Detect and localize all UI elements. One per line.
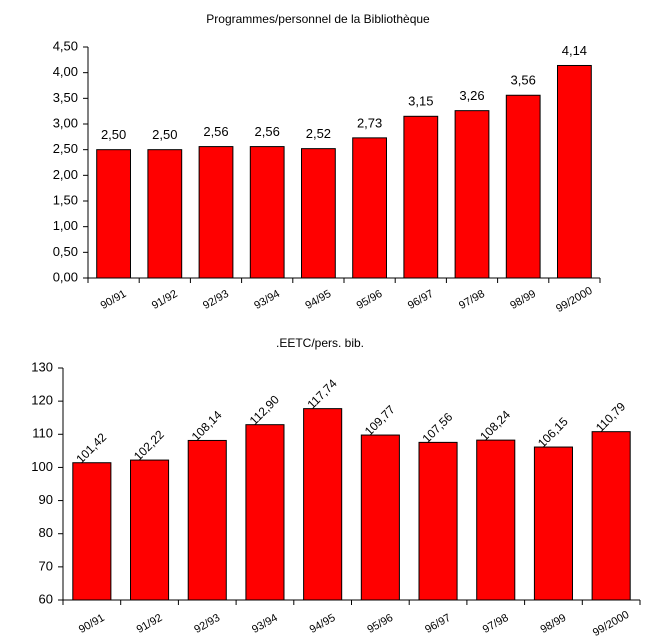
data-label: 117,74 xyxy=(304,376,339,411)
data-label: 2,50 xyxy=(152,127,177,142)
x-tick-label: 99/2000 xyxy=(591,609,631,639)
bar xyxy=(245,424,285,601)
data-label: 101,42 xyxy=(73,430,109,466)
y-tick-label: 2,50 xyxy=(53,141,78,156)
y-tick-label: 0,50 xyxy=(53,244,78,259)
y-tick-label: 1,00 xyxy=(53,218,78,233)
chart-title: Programmes/personnel de la Bibliothèque xyxy=(206,12,430,26)
x-tick-label: 92/93 xyxy=(201,288,231,312)
x-tick-label: 96/97 xyxy=(406,288,436,312)
bar xyxy=(147,149,183,279)
bar xyxy=(352,137,387,279)
bar xyxy=(96,149,131,279)
data-label: 109,77 xyxy=(362,402,398,438)
data-label: 108,24 xyxy=(477,407,513,443)
y-tick-label: 100 xyxy=(31,459,53,474)
bar xyxy=(557,64,592,279)
x-tick-label: 91/92 xyxy=(150,288,180,312)
data-label: 102,22 xyxy=(131,427,167,463)
x-tick-label: 94/95 xyxy=(303,288,333,312)
data-label: 106,15 xyxy=(535,414,571,450)
data-label: 107,56 xyxy=(420,410,456,446)
bar xyxy=(454,110,490,279)
x-tick-label: 99/2000 xyxy=(554,285,594,315)
x-tick-label: 97/98 xyxy=(457,288,487,312)
bar xyxy=(418,441,458,601)
x-tick-label: 95/96 xyxy=(365,612,395,636)
x-tick-label: 90/91 xyxy=(77,612,107,636)
y-tick-label: 0,00 xyxy=(53,269,78,284)
y-tick-label: 80 xyxy=(39,525,53,540)
y-tick-label: 4,00 xyxy=(53,64,78,79)
data-label: 2,56 xyxy=(255,124,280,139)
y-tick-label: 4,50 xyxy=(53,38,78,53)
y-tick-label: 2,00 xyxy=(53,167,78,182)
bar xyxy=(303,408,343,601)
y-tick-label: 60 xyxy=(39,591,53,606)
y-tick-label: 1,50 xyxy=(53,192,78,207)
data-label: 3,56 xyxy=(511,73,536,88)
x-tick-label: 93/94 xyxy=(250,612,280,636)
y-tick-label: 130 xyxy=(31,359,53,374)
data-label: 2,52 xyxy=(306,126,331,141)
y-tick-label: 90 xyxy=(39,492,53,507)
x-tick-label: 98/99 xyxy=(538,612,568,636)
data-label: 2,56 xyxy=(203,124,228,139)
data-label: 108,14 xyxy=(189,408,225,444)
bar xyxy=(249,146,285,279)
bar xyxy=(187,439,227,601)
x-tick-label: 90/91 xyxy=(99,288,129,312)
data-label: 3,15 xyxy=(408,94,433,109)
bar xyxy=(360,434,400,601)
y-tick-label: 3,50 xyxy=(53,90,78,105)
data-label: 112,90 xyxy=(247,392,282,427)
x-tick-label: 97/98 xyxy=(481,612,511,636)
x-tick-label: 96/97 xyxy=(423,612,453,636)
y-tick-label: 70 xyxy=(39,558,53,573)
y-tick-label: 120 xyxy=(31,393,53,408)
bar xyxy=(72,462,112,601)
bar xyxy=(198,146,234,279)
data-label: 2,50 xyxy=(101,127,126,142)
data-label: 110,79 xyxy=(593,399,628,434)
x-tick-label: 92/93 xyxy=(192,612,222,636)
bar xyxy=(130,459,170,601)
x-tick-label: 95/96 xyxy=(355,288,385,312)
x-tick-label: 93/94 xyxy=(252,288,282,312)
x-tick-label: 91/92 xyxy=(135,612,165,636)
bar xyxy=(505,94,541,279)
bar xyxy=(591,431,631,601)
y-tick-label: 3,00 xyxy=(53,115,78,130)
data-label: 2,73 xyxy=(357,115,382,130)
x-tick-label: 98/99 xyxy=(508,288,538,312)
bar xyxy=(476,439,516,601)
bar xyxy=(533,446,573,601)
x-tick-label: 94/95 xyxy=(308,612,338,636)
data-label: 3,26 xyxy=(459,88,484,103)
chart-title: .EETC/pers. bib. xyxy=(276,336,364,350)
bar xyxy=(301,148,336,279)
y-tick-label: 110 xyxy=(32,426,53,441)
bar xyxy=(403,115,439,279)
data-label: 4,14 xyxy=(562,43,587,58)
